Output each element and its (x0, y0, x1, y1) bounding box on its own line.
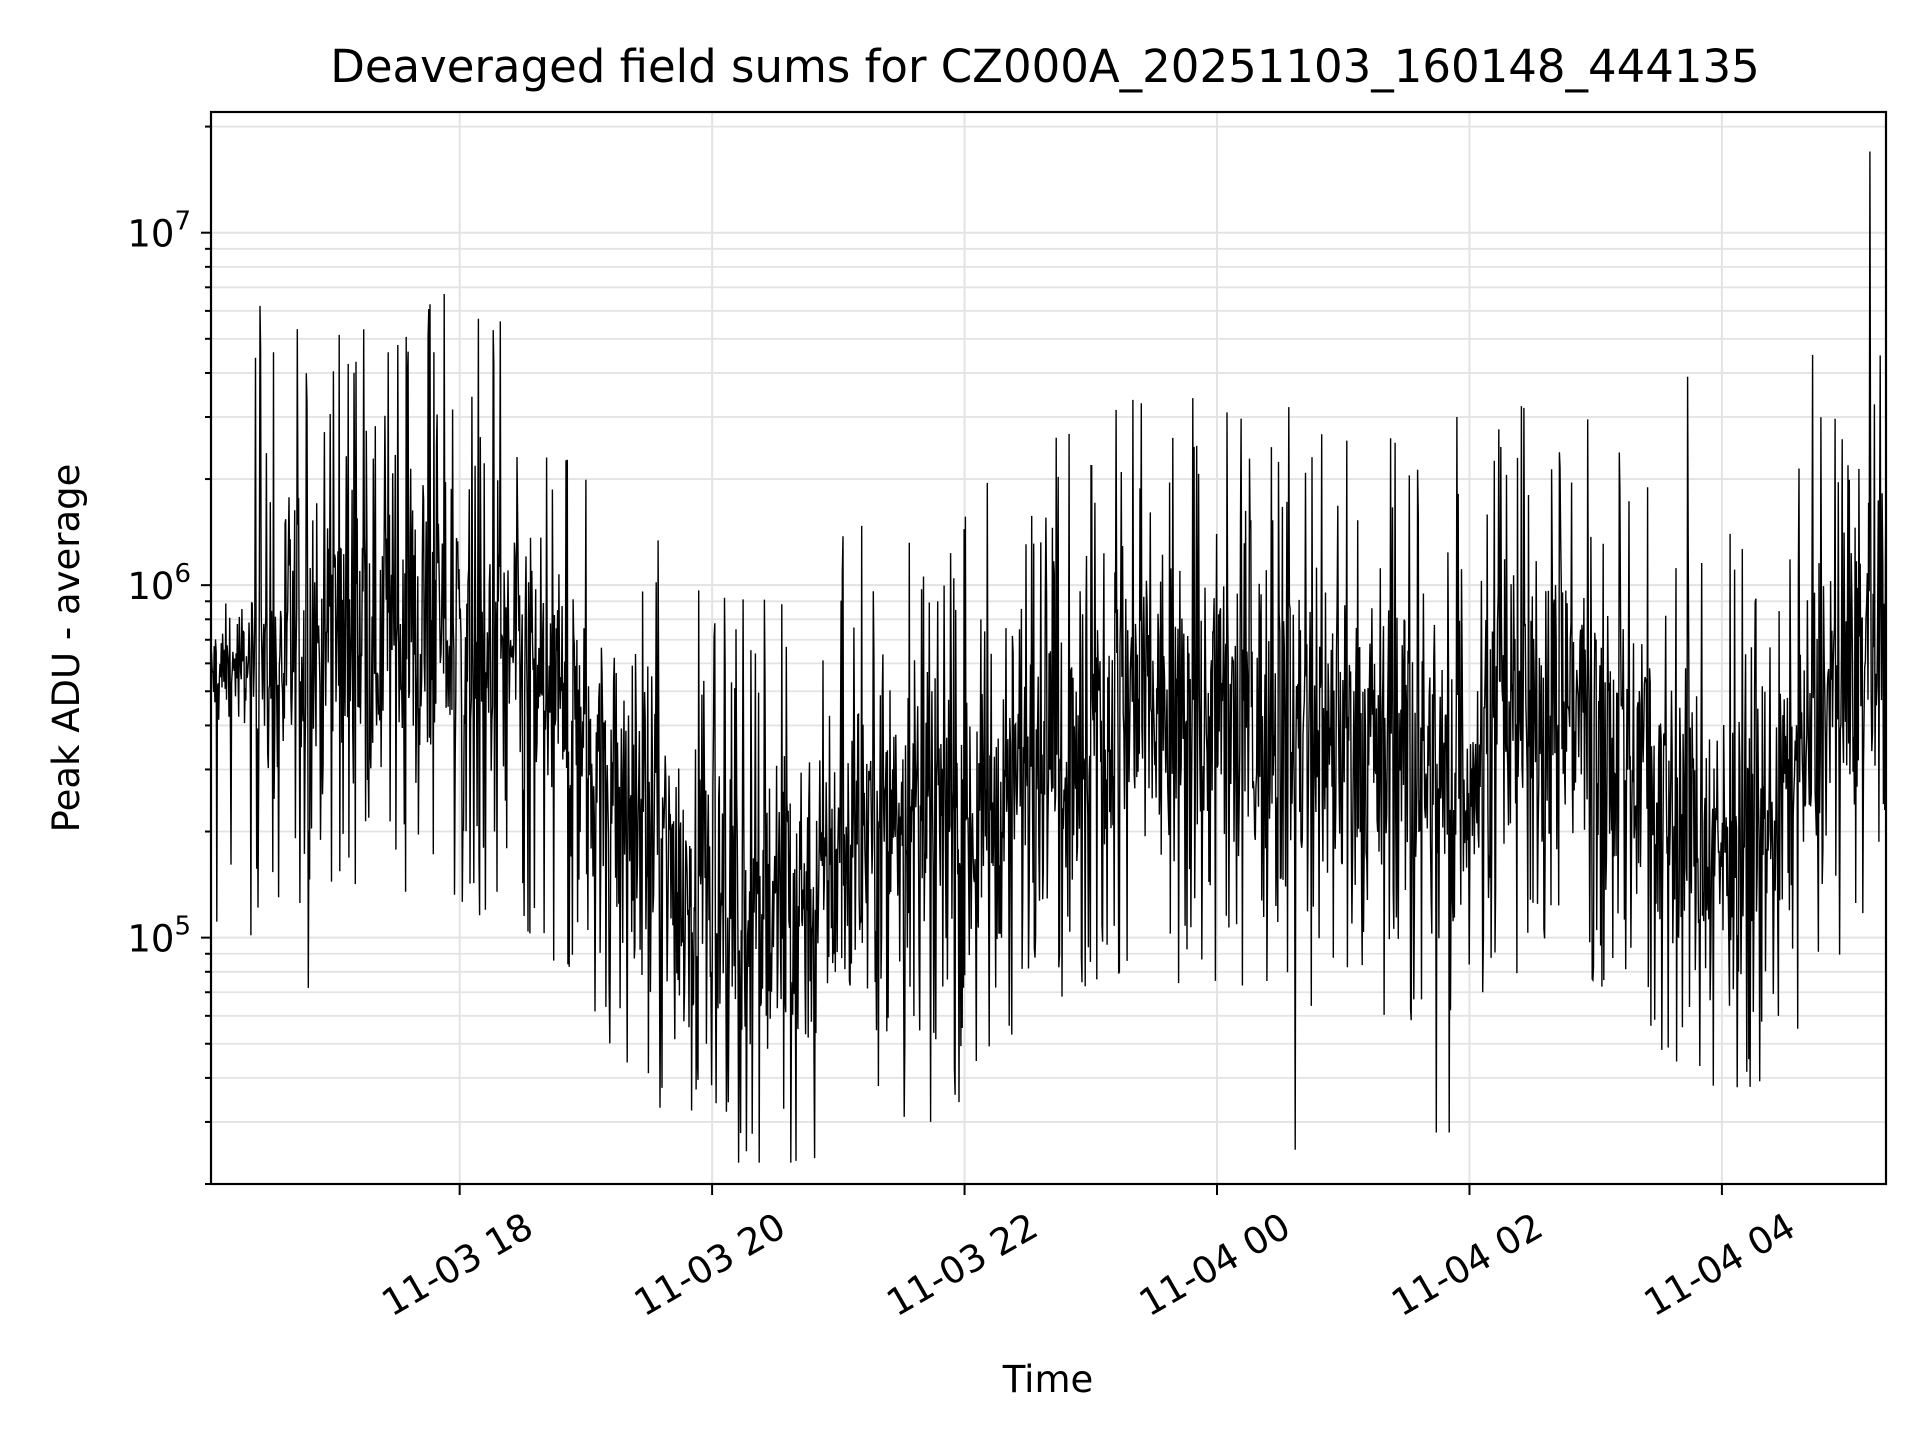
y-axis-label: Peak ADU - average (45, 464, 88, 833)
chart-title: Deaveraged field sums for CZ000A_2025110… (330, 40, 1760, 93)
plot-frame (209, 110, 1888, 1186)
series-group (211, 151, 1886, 1163)
series-line (211, 151, 1886, 1163)
y-tick-label: 106 (127, 559, 191, 608)
x-axis-label: Time (1002, 1358, 1094, 1401)
y-axis: 105 106 107 (127, 125, 211, 1185)
y-tick-label: 107 (127, 207, 191, 256)
y-tick-label: 105 (127, 912, 191, 961)
